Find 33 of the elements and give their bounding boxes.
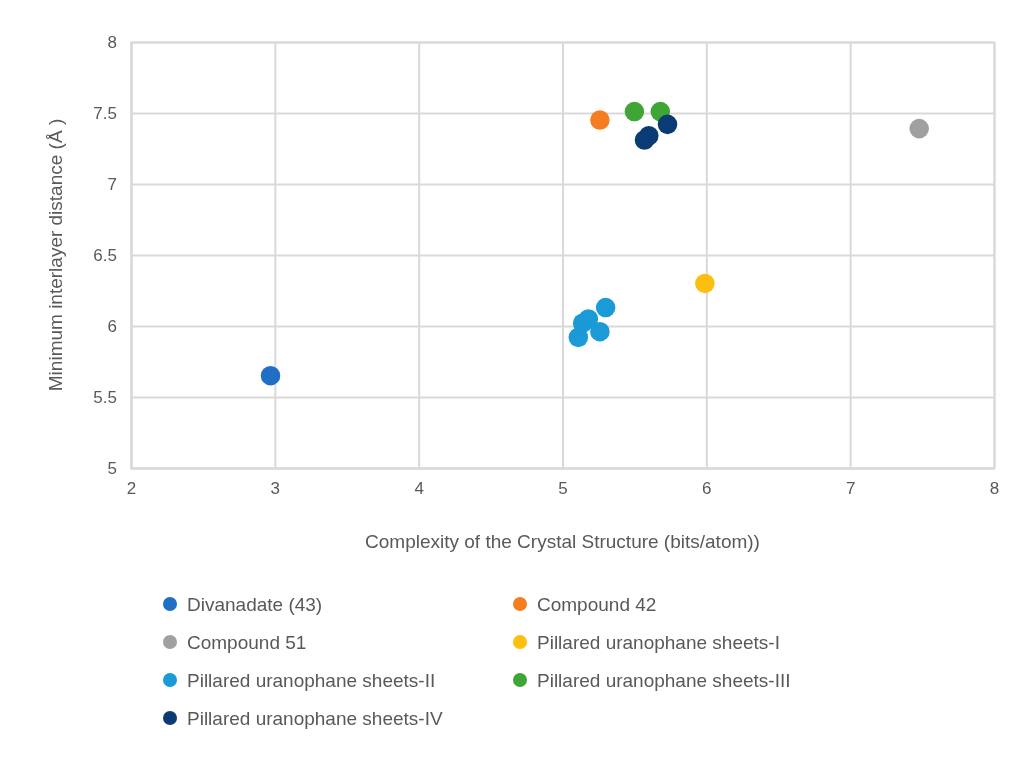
point	[260, 365, 281, 386]
y-tick-label: 7.5	[93, 103, 117, 123]
legend-label: Compound 51	[187, 632, 307, 653]
x-tick-label: 2	[126, 479, 137, 499]
x-tick-label: 3	[270, 479, 281, 499]
point	[590, 110, 610, 130]
y-tick-label: 5.5	[93, 387, 117, 407]
point	[657, 114, 678, 135]
legend-label: Pillared uranophane sheets-I	[537, 632, 780, 653]
y-tick-label: 7	[107, 174, 117, 194]
legend-label: Divanadate (43)	[187, 594, 323, 615]
legend-label: Pillared uranophane sheets-IV	[187, 708, 443, 729]
point	[639, 125, 659, 146]
point	[590, 321, 610, 342]
y-axis-title: Minimum interlayer distance (Å )	[45, 118, 66, 392]
x-tick-label: 7	[845, 479, 856, 499]
legend-label: Compound 42	[537, 594, 657, 615]
y-tick-label: 6	[107, 316, 117, 336]
point	[695, 273, 715, 294]
point	[595, 297, 616, 318]
point	[578, 309, 599, 329]
y-tick-label: 5	[107, 458, 117, 478]
x-tick-label: 6	[702, 479, 712, 499]
legend-label: Pillared uranophane sheets-III	[537, 670, 791, 691]
x-tick-label: 4	[414, 479, 424, 499]
x-axis-title: Complexity of the Crystal Structure (bits/atom))	[365, 531, 760, 552]
x-tick-label: 5	[558, 479, 568, 499]
point	[909, 118, 929, 139]
x-tick-label: 8	[989, 479, 1000, 499]
legend-label: Pillared uranophane sheets-II	[187, 670, 436, 691]
y-tick-label: 8	[107, 32, 117, 52]
y-tick-label: 6.5	[93, 245, 117, 265]
point	[624, 101, 645, 122]
